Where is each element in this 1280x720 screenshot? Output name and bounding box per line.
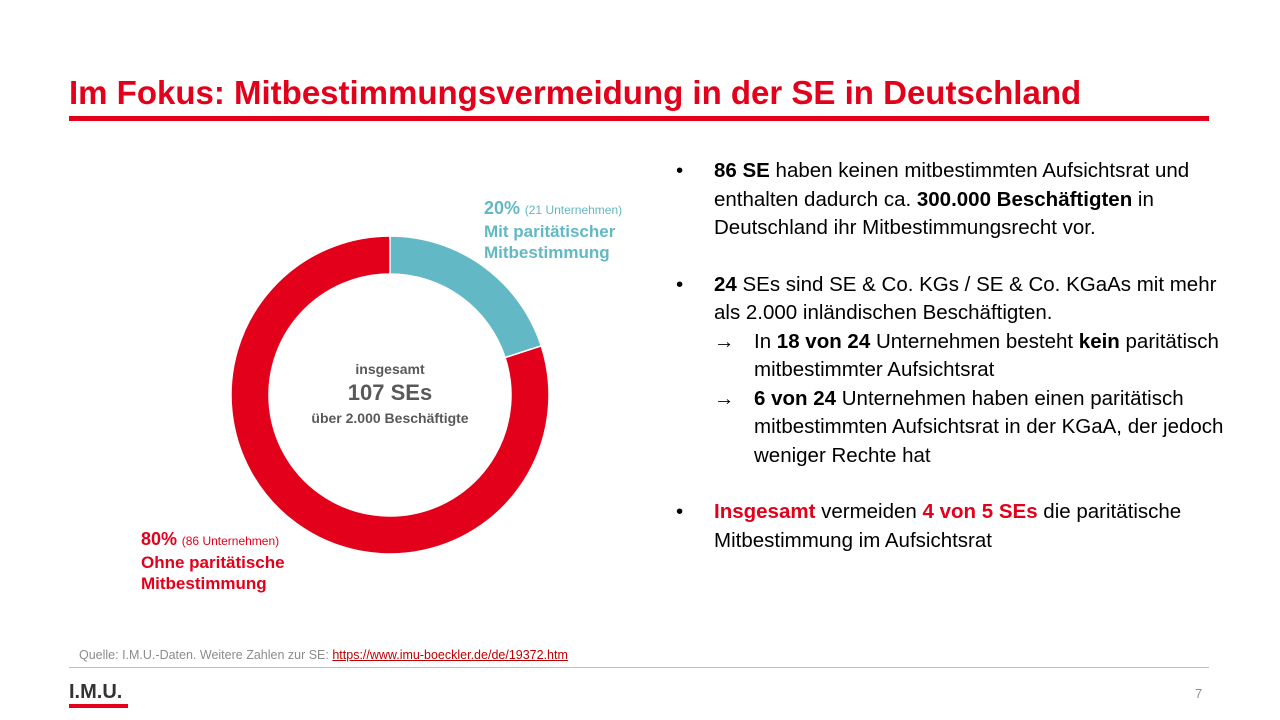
title-divider bbox=[69, 116, 1209, 121]
sub-item: → In 18 von 24 Unternehmen besteht kein … bbox=[714, 328, 1236, 385]
bullet-bold: 300.000 Beschäftigten bbox=[916, 187, 1133, 211]
slice-label-line2: Mitbestimmung bbox=[141, 574, 267, 593]
center-label-line1: insgesamt bbox=[355, 361, 425, 377]
slice-label-red: 80% (86 Unternehmen) Ohne paritätische M… bbox=[141, 529, 285, 594]
highlight-text: Insgesamt bbox=[714, 500, 816, 523]
slice-count: (21 Unternehmen) bbox=[524, 203, 623, 217]
bullet-dot: • bbox=[676, 272, 684, 296]
sub-text: In bbox=[754, 329, 777, 353]
slice-label-line2: Mitbestimmung bbox=[484, 243, 610, 262]
center-label-line3: über 2.000 Beschäftigte bbox=[311, 410, 468, 426]
bullet-text: SEs sind SE & Co. KGs / SE & Co. KGaAs m… bbox=[714, 272, 1217, 325]
sub-bold: 6 von 24 bbox=[754, 386, 837, 410]
footer-divider bbox=[69, 667, 1209, 668]
sub-bold: 18 von 24 bbox=[776, 329, 871, 353]
sub-item: → 6 von 24 Unternehmen haben einen parit… bbox=[714, 385, 1236, 471]
bullet-text: die paritätische Mitbestimmung im Aufsic… bbox=[714, 500, 1182, 552]
slice-pct: 20% bbox=[484, 198, 521, 218]
slice-label-teal: 20% (21 Unternehmen) Mit paritätischer M… bbox=[484, 198, 622, 263]
slice-label-line1: Ohne paritätische bbox=[141, 553, 285, 572]
page-number: 7 bbox=[1195, 686, 1203, 701]
donut-slice-ohne-paritaetische bbox=[230, 235, 550, 555]
imu-logo: I.M.U. bbox=[69, 681, 128, 708]
sub-bold: kein bbox=[1078, 329, 1120, 353]
source-text: Quelle: I.M.U.-Daten. Weitere Zahlen zur… bbox=[79, 648, 333, 662]
bullet-text: in Deutschland ihr Mitbestimmungsrecht v… bbox=[714, 187, 1154, 240]
sub-text: paritätisch mitbestimmter Aufsichtsrat bbox=[754, 329, 1219, 382]
logo-underline bbox=[69, 704, 128, 708]
page-title: Im Fokus: Mitbestimmungsvermeidung in de… bbox=[69, 74, 1082, 111]
sub-text: Unternehmen haben einen paritätisch mitb… bbox=[754, 386, 1224, 467]
bullet-bold: 86 SE bbox=[714, 159, 770, 182]
bullet-list: • 86 SE haben keinen mitbestimmten Aufsi… bbox=[676, 157, 1236, 555]
slice-pct: 80% bbox=[141, 529, 178, 549]
arrow-icon: → bbox=[714, 329, 735, 353]
source-note: Quelle: I.M.U.-Daten. Weitere Zahlen zur… bbox=[79, 648, 568, 662]
bullet-item: • 24 SEs sind SE & Co. KGs / SE & Co. KG… bbox=[676, 271, 1236, 471]
bullet-dot: • bbox=[676, 159, 684, 182]
slice-count: (86 Unternehmen) bbox=[181, 534, 280, 548]
logo-text: I.M.U. bbox=[69, 681, 123, 703]
bullet-item: • 86 SE haben keinen mitbestimmten Aufsi… bbox=[676, 157, 1236, 243]
bullet-bold: 24 bbox=[714, 272, 737, 296]
sub-text: Unternehmen besteht bbox=[870, 329, 1079, 353]
bullet-text: haben keinen mitbestimmten Aufsichtsrat … bbox=[714, 159, 1190, 211]
slice-label-line1: Mit paritätischer bbox=[484, 222, 616, 241]
bullet-text: vermeiden bbox=[815, 500, 923, 523]
bullet-item: • Insgesamt vermeiden 4 von 5 SEs die pa… bbox=[676, 498, 1236, 555]
source-link[interactable]: https://www.imu-boeckler.de/de/19372.htm bbox=[332, 648, 568, 662]
center-total: 107 SEs bbox=[348, 380, 432, 405]
bullet-dot: • bbox=[676, 500, 684, 523]
highlight-text: 4 von 5 SEs bbox=[922, 500, 1038, 523]
arrow-icon: → bbox=[714, 386, 735, 410]
